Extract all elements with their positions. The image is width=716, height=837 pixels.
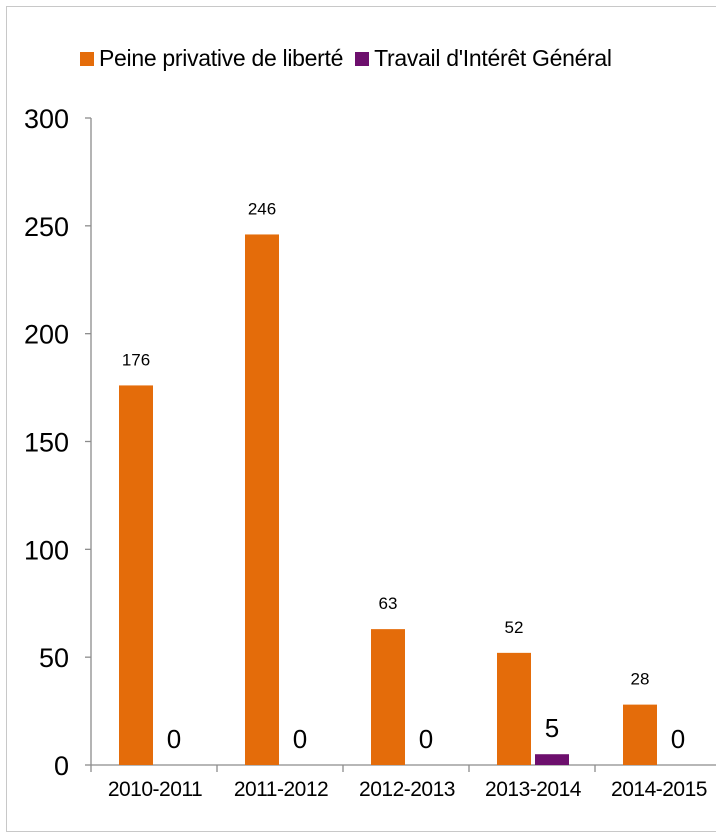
data-label-travail-interet-general: 0	[419, 724, 433, 754]
y-tick-label: 300	[24, 104, 69, 134]
data-label-travail-interet-general: 0	[167, 724, 181, 754]
data-label-travail-interet-general: 5	[545, 713, 559, 743]
data-label-travail-interet-general: 0	[293, 724, 307, 754]
y-tick-label: 100	[24, 535, 69, 565]
legend-swatch-tig	[355, 51, 370, 66]
y-tick-label: 200	[24, 320, 69, 350]
x-tick-label: 2014-2015	[611, 778, 707, 801]
x-tick-label: 2012-2013	[359, 778, 455, 801]
bar-travail-interet-general	[535, 754, 569, 765]
data-label-travail-interet-general: 0	[671, 724, 685, 754]
y-tick-label: 50	[39, 643, 69, 673]
x-tick-label: 2013-2014	[485, 778, 582, 801]
legend-label-tig: Travail d'Intérêt Général	[374, 45, 612, 71]
legend-swatch-peine	[80, 51, 94, 66]
legend-item-peine: Peine privative de liberté	[80, 45, 343, 72]
bar-peine-privative	[245, 234, 279, 765]
bar-peine-privative	[119, 385, 153, 765]
y-tick-label: 150	[24, 428, 69, 458]
bar-peine-privative	[497, 652, 531, 765]
data-label-peine-privative: 176	[122, 350, 150, 369]
legend-label-peine: Peine privative de liberté	[99, 45, 344, 71]
bar-peine-privative	[623, 704, 657, 765]
legend: Peine privative de liberté Travail d'Int…	[80, 45, 624, 72]
data-label-peine-privative: 246	[248, 199, 276, 218]
data-label-peine-privative: 28	[631, 670, 650, 689]
bar-peine-privative	[371, 629, 405, 765]
data-label-peine-privative: 63	[379, 594, 398, 613]
y-tick-label: 250	[24, 212, 69, 242]
x-tick-label: 2010-2011	[108, 778, 202, 801]
legend-item-tig: Travail d'Intérêt Général	[355, 45, 612, 72]
y-tick-label: 0	[54, 751, 69, 781]
x-tick-label: 2011-2012	[234, 778, 328, 801]
data-label-peine-privative: 52	[505, 618, 524, 637]
